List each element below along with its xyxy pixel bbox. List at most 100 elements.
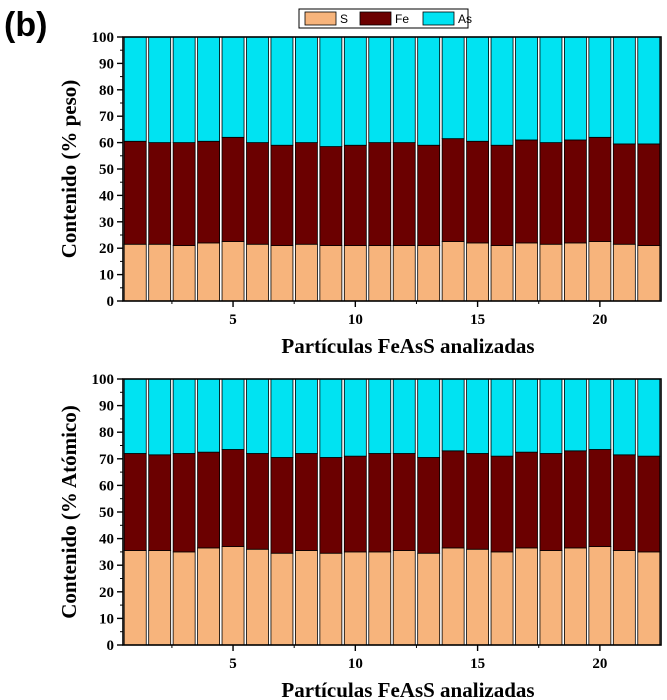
chart-panel-2: 0 10 20 30 40 50 60 70 80 90 100 5 10 15 20 Partículas … bbox=[57, 372, 662, 700]
bar-As-18 bbox=[539, 36, 563, 143]
y-tick-label: 50 bbox=[99, 505, 114, 521]
bar-S-20 bbox=[588, 241, 612, 302]
bar-As-9 bbox=[319, 378, 343, 458]
x-axis-title: Partículas FeAsS analizadas bbox=[281, 678, 534, 700]
bar-S-12 bbox=[392, 245, 416, 302]
bar-As-15 bbox=[466, 378, 489, 454]
bar-S-10 bbox=[343, 551, 367, 646]
bar-Fe-14 bbox=[441, 138, 465, 242]
bar-Fe-2 bbox=[148, 454, 172, 551]
legend-swatch-S bbox=[304, 11, 337, 26]
bar-As-17 bbox=[515, 378, 538, 453]
bar-Fe-6 bbox=[246, 453, 269, 550]
legend-label-As: As bbox=[458, 12, 472, 26]
bar-S-2 bbox=[148, 550, 172, 646]
bar-As-11 bbox=[368, 36, 392, 143]
y-tick-label: 100 bbox=[92, 372, 115, 388]
bar-As-20 bbox=[588, 36, 612, 138]
y-tick-label: 90 bbox=[99, 56, 114, 72]
bar-Fe-3 bbox=[172, 142, 196, 246]
bar-Fe-9 bbox=[319, 146, 343, 246]
x-tick-label: 10 bbox=[348, 312, 363, 328]
bar-S-21 bbox=[612, 550, 636, 646]
x-tick-label: 15 bbox=[470, 312, 485, 328]
bar-S-6 bbox=[246, 243, 269, 302]
y-tick-label: 30 bbox=[99, 215, 114, 231]
bar-As-16 bbox=[490, 36, 514, 146]
y-tick-label: 40 bbox=[99, 532, 114, 548]
bar-Fe-8 bbox=[294, 142, 318, 245]
bar-S-15 bbox=[466, 548, 489, 646]
bar-S-17 bbox=[515, 547, 538, 646]
bar-Fe-15 bbox=[466, 453, 489, 550]
bar-As-21 bbox=[612, 378, 636, 456]
bar-Fe-13 bbox=[417, 144, 441, 246]
bar-Fe-17 bbox=[515, 451, 538, 549]
bar-Fe-4 bbox=[197, 451, 220, 549]
bar-As-1 bbox=[123, 378, 147, 454]
bar-Fe-7 bbox=[270, 457, 294, 554]
bar-S-11 bbox=[368, 551, 392, 646]
bar-As-13 bbox=[417, 378, 441, 458]
bar-S-14 bbox=[441, 547, 465, 646]
bar-S-19 bbox=[564, 242, 587, 302]
bar-As-18 bbox=[539, 378, 563, 454]
bar-Fe-18 bbox=[539, 453, 563, 551]
x-tick-label: 5 bbox=[229, 312, 237, 328]
bar-Fe-4 bbox=[197, 140, 220, 244]
bar-S-11 bbox=[368, 245, 392, 302]
bar-As-3 bbox=[172, 36, 196, 143]
bar-Fe-5 bbox=[221, 449, 245, 547]
bar-As-21 bbox=[612, 36, 636, 145]
bar-S-7 bbox=[270, 552, 294, 646]
bar-Fe-22 bbox=[637, 143, 661, 246]
y-tick-label: 70 bbox=[99, 109, 114, 125]
y-tick-label: 100 bbox=[92, 30, 115, 46]
bar-As-19 bbox=[564, 36, 587, 141]
bar-Fe-1 bbox=[123, 140, 147, 245]
bar-S-5 bbox=[221, 241, 245, 302]
bar-S-1 bbox=[123, 550, 147, 646]
legend-swatch-Fe bbox=[359, 11, 392, 26]
y-tick-label: 20 bbox=[99, 585, 114, 601]
x-tick-label: 5 bbox=[229, 656, 237, 672]
bar-S-20 bbox=[588, 546, 612, 646]
y-tick-label: 80 bbox=[99, 425, 114, 441]
bar-S-6 bbox=[246, 548, 269, 646]
bar-As-8 bbox=[294, 36, 318, 143]
y-tick-label: 0 bbox=[107, 638, 115, 654]
bar-S-18 bbox=[539, 243, 563, 302]
bar-As-2 bbox=[148, 36, 172, 143]
legend-swatch-As bbox=[422, 11, 455, 26]
bar-Fe-10 bbox=[343, 144, 367, 246]
bar-As-12 bbox=[392, 36, 416, 143]
x-tick-label: 20 bbox=[592, 312, 607, 328]
bar-Fe-16 bbox=[490, 144, 514, 246]
legend-label-Fe: Fe bbox=[395, 12, 409, 26]
bar-S-1 bbox=[123, 243, 147, 302]
bar-As-20 bbox=[588, 378, 612, 450]
bar-As-10 bbox=[343, 36, 367, 146]
bar-S-19 bbox=[564, 547, 587, 646]
y-tick-label: 60 bbox=[99, 478, 114, 494]
y-tick-label: 70 bbox=[99, 452, 114, 468]
bar-As-6 bbox=[246, 378, 269, 454]
bar-S-9 bbox=[319, 245, 343, 302]
y-axis-title: Contenido (% peso) bbox=[57, 80, 81, 259]
y-tick-label: 50 bbox=[99, 162, 114, 178]
x-tick-label: 10 bbox=[348, 656, 363, 672]
bar-S-22 bbox=[637, 551, 661, 646]
legend: S Fe As bbox=[298, 8, 472, 29]
bar-S-21 bbox=[612, 243, 636, 302]
bar-S-22 bbox=[637, 245, 661, 302]
bar-Fe-16 bbox=[490, 455, 514, 553]
bar-Fe-19 bbox=[564, 450, 587, 549]
bar-Fe-6 bbox=[246, 142, 269, 245]
bar-Fe-5 bbox=[221, 136, 245, 243]
bar-Fe-8 bbox=[294, 453, 318, 551]
bar-S-3 bbox=[172, 245, 196, 302]
bar-S-13 bbox=[417, 552, 441, 646]
bar-As-4 bbox=[197, 378, 220, 453]
bar-As-13 bbox=[417, 36, 441, 146]
legend-label-S: S bbox=[340, 12, 348, 26]
